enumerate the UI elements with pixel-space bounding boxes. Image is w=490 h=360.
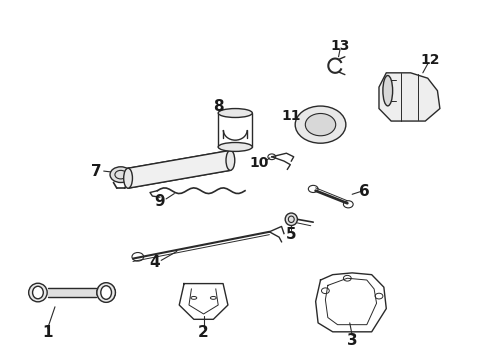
Text: 7: 7 — [91, 163, 102, 179]
Text: 2: 2 — [198, 325, 209, 341]
Text: 4: 4 — [149, 255, 160, 270]
Ellipse shape — [218, 109, 252, 117]
Ellipse shape — [101, 286, 112, 299]
Text: 5: 5 — [286, 227, 296, 242]
Polygon shape — [379, 73, 440, 121]
Ellipse shape — [123, 168, 132, 188]
Text: 6: 6 — [359, 184, 370, 199]
Text: 13: 13 — [330, 39, 350, 53]
Ellipse shape — [97, 283, 116, 302]
Ellipse shape — [383, 76, 392, 106]
Ellipse shape — [285, 213, 297, 226]
Ellipse shape — [101, 286, 112, 299]
Text: 1: 1 — [43, 325, 53, 341]
Circle shape — [305, 113, 336, 136]
Text: 3: 3 — [347, 333, 358, 347]
Ellipse shape — [218, 143, 252, 152]
Text: 8: 8 — [213, 99, 223, 114]
Polygon shape — [128, 150, 230, 188]
Ellipse shape — [226, 150, 235, 170]
Circle shape — [110, 167, 131, 183]
Ellipse shape — [97, 283, 116, 302]
Ellipse shape — [32, 286, 43, 299]
Text: 9: 9 — [154, 194, 165, 209]
Ellipse shape — [29, 283, 47, 302]
Text: 12: 12 — [420, 53, 440, 67]
Text: 11: 11 — [282, 109, 301, 123]
Circle shape — [295, 106, 346, 143]
Text: 10: 10 — [250, 156, 270, 170]
